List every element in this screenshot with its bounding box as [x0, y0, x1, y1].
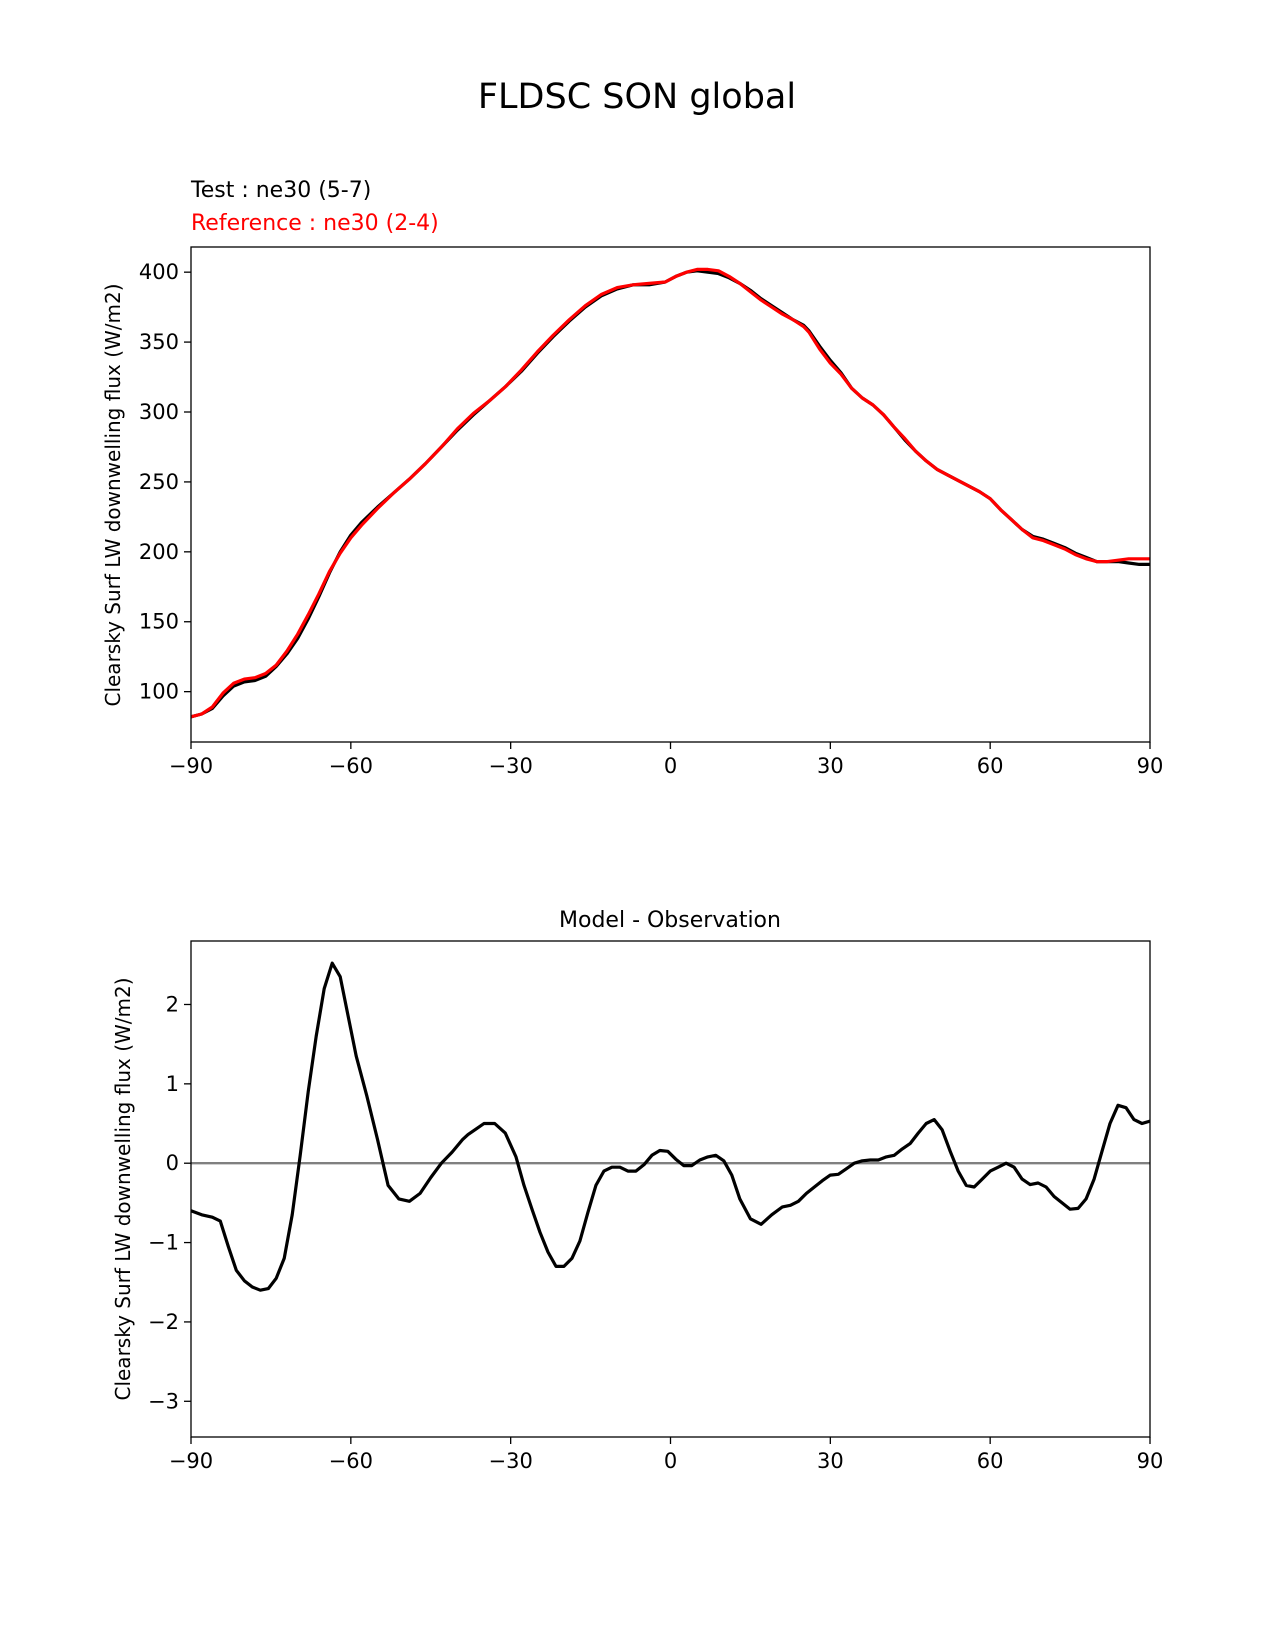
top-y-axis: 100 150 200 250 300 350 400: [139, 260, 191, 704]
figure-title: FLDSC SON global: [478, 77, 796, 117]
y-tick-label: 1: [166, 1072, 179, 1096]
x-tick-label: 90: [1137, 1449, 1164, 1473]
x-tick-label: 60: [977, 754, 1004, 778]
y-tick-label: 0: [166, 1151, 179, 1175]
y-tick-label: −1: [148, 1231, 179, 1255]
bottom-y-axis: −3 −2 −1 0 1 2: [148, 992, 191, 1413]
x-tick-label: −60: [329, 1449, 373, 1473]
y-tick-label: 300: [139, 400, 179, 424]
bottom-chart-title: Model - Observation: [559, 908, 781, 933]
bottom-series-group: [190, 961, 1151, 1292]
bottom-y-axis-label: Clearsky Surf LW downwelling flux (W/m2): [111, 977, 135, 1400]
x-tick-label: 30: [817, 754, 844, 778]
x-tick-label: 60: [977, 1449, 1004, 1473]
x-tick-label: −30: [489, 754, 533, 778]
legend-test-label: Test : ne30 (5-7): [190, 178, 371, 203]
y-tick-label: 400: [139, 260, 179, 284]
x-tick-label: 30: [817, 1449, 844, 1473]
y-tick-label: 200: [139, 540, 179, 564]
x-tick-label: 90: [1137, 754, 1164, 778]
top-chart: Test : ne30 (5-7) Reference : ne30 (2-4)…: [101, 178, 1163, 778]
x-tick-label: −60: [329, 754, 373, 778]
y-tick-label: 2: [166, 992, 179, 1016]
bottom-axes-frame: [190, 940, 1151, 1438]
top-series-group: [190, 267, 1150, 719]
reference-series-line: [190, 267, 1150, 719]
bottom-x-axis: −90 −60 −30 0 30 60 90: [169, 1437, 1164, 1473]
top-x-axis: −90 −60 −30 0 30 60 90: [169, 742, 1164, 778]
top-axes-frame: [190, 246, 1151, 743]
x-tick-label: −90: [169, 754, 213, 778]
y-tick-label: 250: [139, 470, 179, 494]
x-tick-label: 0: [664, 754, 677, 778]
y-tick-label: −3: [148, 1389, 179, 1413]
x-tick-label: 0: [664, 1449, 677, 1473]
difference-series-line: [190, 961, 1151, 1292]
legend-reference-label: Reference : ne30 (2-4): [191, 211, 439, 236]
y-tick-label: 100: [139, 680, 179, 704]
y-tick-label: 350: [139, 330, 179, 354]
y-tick-label: −2: [148, 1310, 179, 1334]
y-tick-label: 150: [139, 610, 179, 634]
top-y-axis-label: Clearsky Surf LW downwelling flux (W/m2): [101, 283, 125, 706]
test-series-line: [190, 269, 1150, 719]
x-tick-label: −30: [489, 1449, 533, 1473]
x-tick-label: −90: [169, 1449, 213, 1473]
bottom-chart: Model - Observation −90 −60 −30 0 30 60 90 −3−…: [111, 908, 1163, 1473]
